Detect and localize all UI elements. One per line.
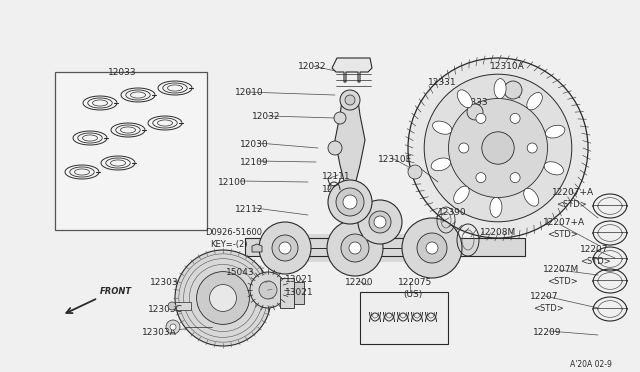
Circle shape (482, 132, 514, 164)
Text: 12033: 12033 (108, 68, 136, 77)
Circle shape (349, 242, 361, 254)
Text: 12109: 12109 (240, 158, 269, 167)
Circle shape (170, 324, 176, 330)
Circle shape (327, 220, 383, 276)
Ellipse shape (454, 186, 469, 203)
Circle shape (417, 233, 447, 263)
Circle shape (343, 195, 357, 209)
Ellipse shape (527, 93, 542, 110)
Circle shape (358, 200, 402, 244)
Circle shape (168, 302, 176, 310)
Circle shape (328, 141, 342, 155)
Circle shape (336, 188, 364, 216)
Circle shape (476, 113, 486, 124)
Circle shape (467, 104, 483, 120)
Text: <STD>: <STD> (556, 200, 587, 209)
Text: <STD>: <STD> (533, 304, 564, 313)
Circle shape (328, 180, 372, 224)
Circle shape (504, 81, 522, 99)
Text: FRONT: FRONT (100, 287, 132, 296)
Text: KEY=-(2): KEY=-(2) (210, 240, 248, 249)
Circle shape (426, 242, 438, 254)
Circle shape (424, 74, 572, 222)
Circle shape (476, 173, 486, 183)
Text: 12112: 12112 (235, 205, 264, 214)
Bar (175, 302, 191, 310)
Bar (55, 72, 207, 230)
Circle shape (196, 272, 250, 324)
Text: 12209: 12209 (533, 328, 561, 337)
Circle shape (459, 143, 468, 153)
Text: 12207+A: 12207+A (552, 188, 594, 197)
Circle shape (272, 235, 298, 261)
Text: 12390: 12390 (438, 208, 467, 217)
Circle shape (209, 285, 236, 311)
Bar (360, 292, 448, 344)
Text: 12100: 12100 (218, 178, 246, 187)
Circle shape (259, 281, 277, 299)
Ellipse shape (545, 125, 565, 138)
Ellipse shape (544, 162, 563, 175)
Text: 122075: 122075 (398, 278, 432, 287)
Circle shape (166, 320, 180, 334)
Bar (245, 238, 525, 256)
Circle shape (250, 272, 286, 308)
Text: 13021: 13021 (285, 288, 314, 297)
Circle shape (345, 95, 355, 105)
Text: 12303A: 12303A (142, 328, 177, 337)
Text: 12032: 12032 (298, 62, 326, 71)
Text: A'20A 02-9: A'20A 02-9 (570, 360, 612, 369)
Circle shape (259, 222, 311, 274)
Circle shape (510, 113, 520, 124)
Text: <STD>: <STD> (580, 257, 611, 266)
Text: 12111: 12111 (322, 185, 351, 194)
Text: 12333: 12333 (460, 98, 488, 107)
Bar (280, 278, 294, 308)
Circle shape (408, 165, 422, 179)
Ellipse shape (433, 121, 452, 134)
Text: 12208M: 12208M (480, 228, 516, 237)
Text: 12207: 12207 (580, 245, 609, 254)
Ellipse shape (490, 198, 502, 217)
Text: 13021: 13021 (285, 275, 314, 284)
Text: 12032: 12032 (252, 112, 280, 121)
Text: 12310E: 12310E (378, 155, 412, 164)
Text: 12303: 12303 (150, 278, 179, 287)
Text: <STD>: <STD> (547, 230, 578, 239)
Polygon shape (252, 244, 262, 252)
Ellipse shape (524, 188, 539, 206)
Text: 12207: 12207 (530, 292, 559, 301)
Circle shape (527, 143, 537, 153)
Bar (294, 282, 304, 304)
Text: 15043: 15043 (226, 268, 255, 277)
Text: 12030: 12030 (240, 140, 269, 149)
Text: 12207M: 12207M (543, 265, 579, 274)
Text: 12303C: 12303C (148, 305, 183, 314)
Circle shape (334, 112, 346, 124)
Circle shape (449, 99, 547, 198)
Circle shape (510, 173, 520, 183)
Text: 12310A: 12310A (490, 62, 525, 71)
Polygon shape (335, 93, 365, 200)
Text: 12010: 12010 (235, 88, 264, 97)
Circle shape (402, 218, 462, 278)
Text: 12111: 12111 (322, 172, 351, 181)
Circle shape (374, 216, 386, 228)
Ellipse shape (494, 78, 506, 99)
Polygon shape (332, 58, 372, 82)
Text: (US): (US) (403, 290, 422, 299)
Text: <STD>: <STD> (547, 277, 578, 286)
Text: D0926-51600: D0926-51600 (205, 228, 262, 237)
Circle shape (279, 242, 291, 254)
Circle shape (408, 58, 588, 238)
Ellipse shape (458, 90, 472, 108)
Circle shape (175, 250, 271, 346)
Circle shape (341, 234, 369, 262)
Circle shape (369, 211, 391, 233)
Text: 12207+A: 12207+A (543, 218, 585, 227)
Circle shape (340, 90, 360, 110)
Text: 12331: 12331 (428, 78, 456, 87)
Text: 12200: 12200 (345, 278, 374, 287)
Ellipse shape (431, 158, 451, 171)
